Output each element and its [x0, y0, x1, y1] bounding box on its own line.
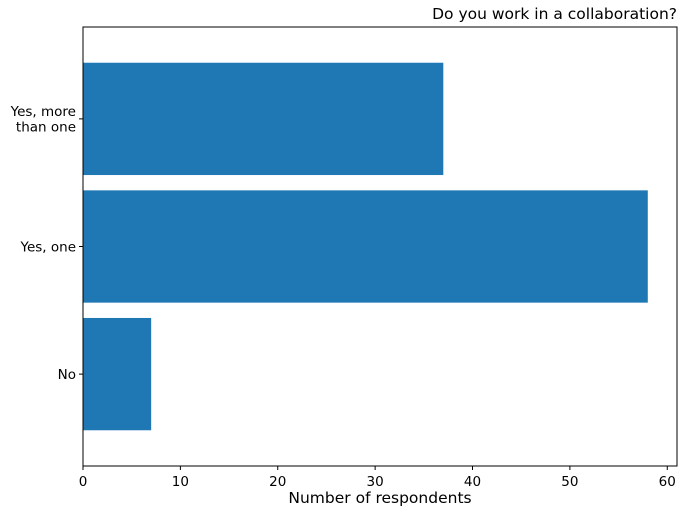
x-tick-label: 30: [367, 474, 384, 490]
x-axis-ticks: 0 10 20 30 40 50 60: [79, 466, 676, 490]
x-tick-label: 20: [269, 474, 286, 490]
y-tick-label: No: [58, 367, 76, 383]
x-tick-label: 10: [172, 474, 189, 490]
chart-title: Do you work in a collaboration?: [432, 5, 677, 23]
x-tick-label: 40: [464, 474, 481, 490]
bar-yes-one: [83, 190, 648, 303]
y-tick-label: Yes, one: [20, 240, 77, 256]
y-axis-ticks: No Yes, one Yes, more than one: [10, 104, 83, 383]
x-tick-label: 50: [561, 474, 578, 490]
plot-frame: [82, 26, 678, 467]
bar-no: [83, 317, 152, 431]
bars-group: [83, 62, 648, 431]
bar-yes-more-than-one: [83, 62, 444, 176]
x-tick-label: 60: [659, 474, 676, 490]
x-tick-label: 0: [79, 474, 88, 490]
x-axis-label: Number of respondents: [288, 489, 471, 506]
y-tick-label: Yes, more than one: [10, 104, 76, 136]
